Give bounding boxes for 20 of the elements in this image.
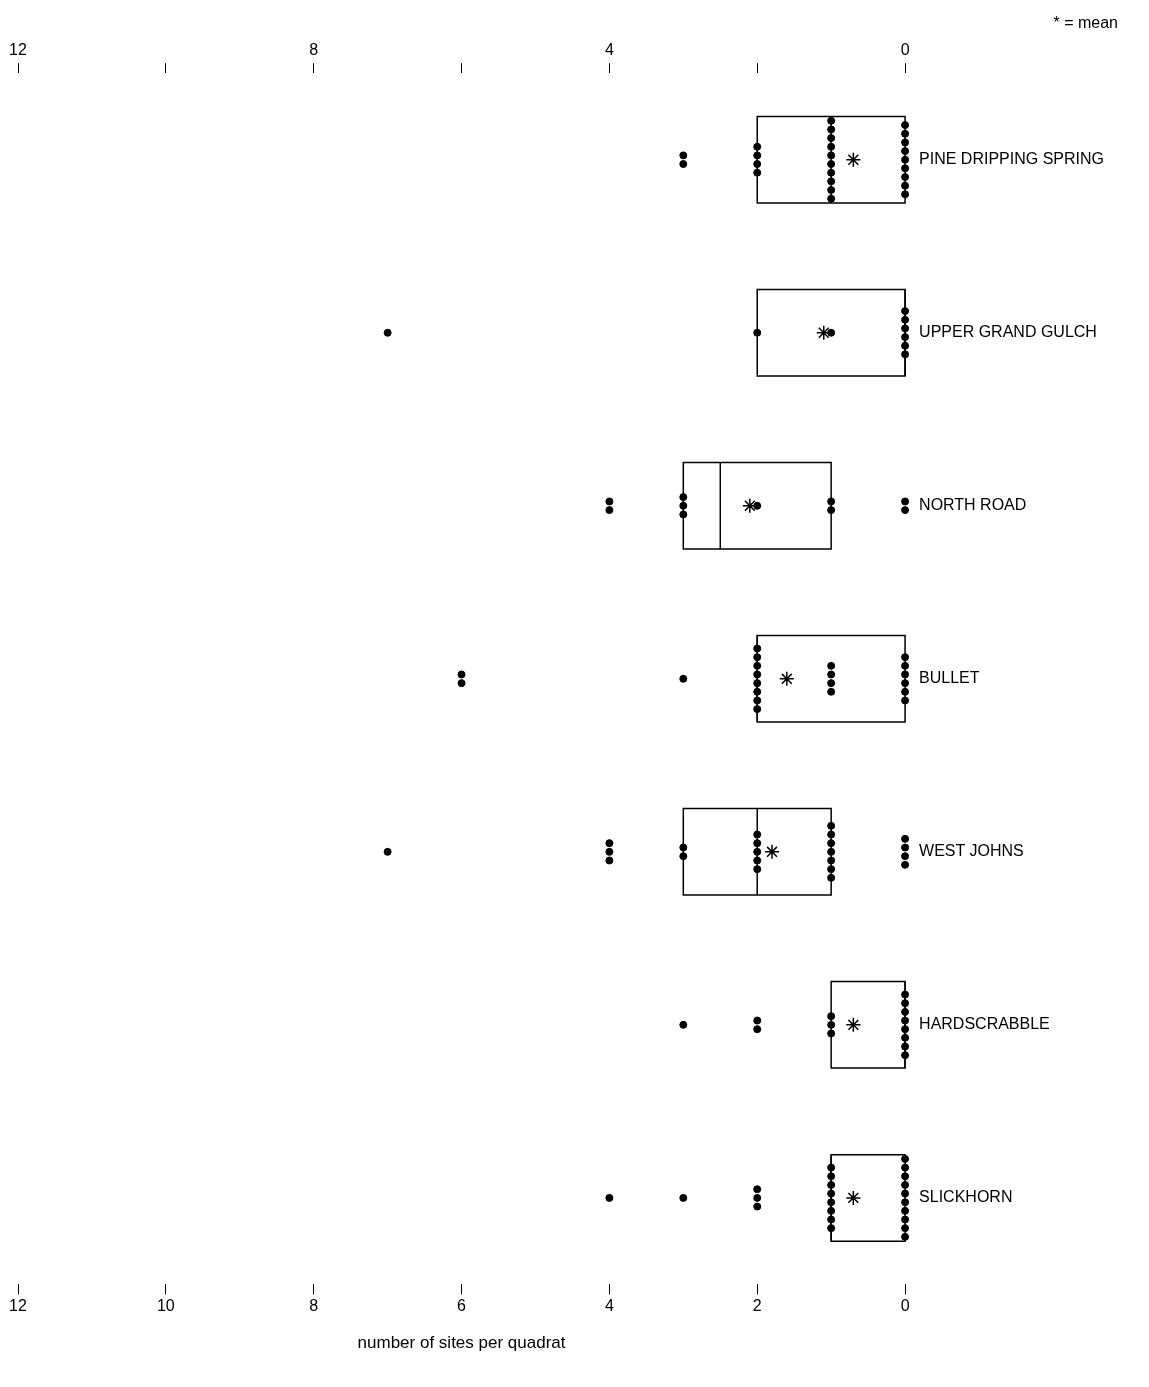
x-tick-label: 10 <box>156 1297 175 1315</box>
x-tick-label: 6 <box>457 1297 467 1315</box>
x2-tick-label: 8 <box>309 41 319 59</box>
y-tick-label: WEST JOHNS <box>919 842 1024 860</box>
x-tick-label: 0 <box>900 1297 910 1315</box>
y-tick-label: UPPER GRAND GULCH <box>919 323 1097 341</box>
text: * = mean <box>1053 14 1118 32</box>
x-tick-label: 2 <box>752 1297 762 1315</box>
x-tick-label: 12 <box>9 1297 27 1315</box>
y-tick-label: BULLET <box>919 669 980 687</box>
x2-tick-label: 12 <box>9 41 27 59</box>
y-tick-label: SLICKHORN <box>919 1188 1013 1206</box>
x2-tick-label: 4 <box>604 41 614 59</box>
y-tick-label: PINE DRIPPING SPRING <box>919 150 1104 168</box>
x-tick-label: 8 <box>309 1297 319 1315</box>
y-tick-label: HARDSCRABBLE <box>919 1015 1050 1033</box>
x-axis-title: number of sites per quadrat <box>357 1333 566 1353</box>
y-tick-label: NORTH ROAD <box>919 496 1027 514</box>
x2-tick-label: 0 <box>900 41 910 59</box>
x-tick-label: 4 <box>604 1297 614 1315</box>
